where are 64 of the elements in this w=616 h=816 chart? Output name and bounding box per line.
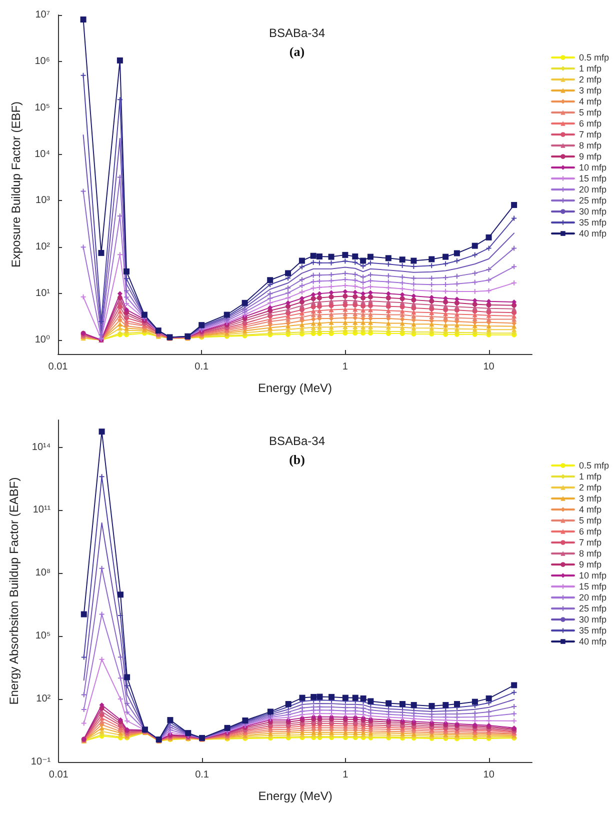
y-tick-label: 10⁷ [35, 10, 50, 20]
x-tick-label: 0.1 [195, 770, 210, 780]
legend-label: 6 mfp [578, 526, 602, 536]
y-tick-label: 10¹ [36, 288, 51, 300]
legend-label: 20 mfp [578, 592, 606, 602]
text: (a) [289, 44, 305, 59]
y-tick-label: 10¹⁴ [32, 442, 51, 453]
legend-label: 8 mfp [578, 548, 602, 558]
legend-label: 10 mfp [578, 570, 606, 580]
legend-label: 0.5 mfp [578, 460, 609, 470]
y-tick-label: 10⁻¹ [30, 756, 52, 768]
x-tick-label: 0.1 [194, 362, 209, 372]
y-tick-label: 10⁵ [34, 102, 50, 114]
x-tick-label: 10 [483, 362, 495, 372]
legend-label: 5 mfp [578, 108, 602, 118]
text: (b) [289, 452, 305, 467]
legend-label: 3 mfp [578, 86, 602, 96]
y-axis-title: Exposure Buildup Factor (EBF) [9, 101, 23, 268]
y-tick-label: 10¹¹ [32, 504, 52, 516]
legend-label: 25 mfp [578, 196, 606, 206]
legend-label: 0.5 mfp [578, 52, 609, 62]
legend-label: 3 mfp [578, 494, 602, 504]
x-tick-label: 0.01 [48, 362, 68, 372]
y-axis-title: Energy Absorbsiton Buildup Factor (EABF) [7, 477, 21, 705]
x-tick-label: 1 [342, 362, 348, 372]
legend-label: 5 mfp [578, 516, 602, 526]
x-axis-title: Energy (MeV) [258, 381, 332, 395]
legend-label: 1 mfp [578, 64, 602, 74]
legend-label: 15 mfp [578, 174, 606, 184]
y-tick-label: 10⁰ [34, 334, 50, 346]
legend-label: 40 mfp [578, 636, 606, 646]
legend-label: 4 mfp [578, 504, 602, 514]
legend-label: 1 mfp [578, 472, 602, 482]
x-tick-label: 1 [342, 770, 349, 780]
y-tick-label: 10⁵ [35, 630, 51, 642]
legend-label: 30 mfp [578, 614, 606, 624]
legend-label: 20 mfp [578, 184, 606, 194]
text: BSABa-34 [268, 26, 326, 40]
y-tick-label: 10² [36, 242, 51, 253]
y-tick-label: 10³ [36, 195, 51, 206]
legend-label: 15 mfp [578, 582, 606, 592]
y-tick-label: 10⁸ [35, 568, 51, 579]
legend-label: 7 mfp [578, 130, 602, 140]
legend-label: 40 mfp [578, 228, 606, 238]
legend-label: 8 mfp [578, 140, 602, 150]
legend-label: 35 mfp [578, 218, 606, 228]
x-tick-label: 0.01 [48, 770, 69, 780]
legend-label: 4 mfp [578, 96, 602, 106]
x-axis-title: Energy (MeV) [258, 789, 332, 803]
legend-label: 9 mfp [578, 560, 602, 570]
legend-label: 2 mfp [578, 482, 602, 492]
legend-label: 30 mfp [578, 206, 606, 216]
legend-label: 7 mfp [578, 538, 602, 548]
legend-label: 9 mfp [578, 152, 602, 162]
text: BSABa-34 [268, 434, 326, 448]
x-tick-label: 10 [483, 770, 495, 780]
y-tick-label: 10⁶ [34, 56, 50, 67]
legend-label: 35 mfp [578, 626, 606, 636]
legend-label: 6 mfp [578, 118, 602, 128]
y-tick-label: 10² [36, 694, 52, 705]
legend-label: 10 mfp [578, 162, 606, 172]
legend-label: 25 mfp [578, 604, 606, 614]
y-tick-label: 10⁴ [34, 148, 50, 160]
legend-label: 2 mfp [578, 74, 602, 84]
